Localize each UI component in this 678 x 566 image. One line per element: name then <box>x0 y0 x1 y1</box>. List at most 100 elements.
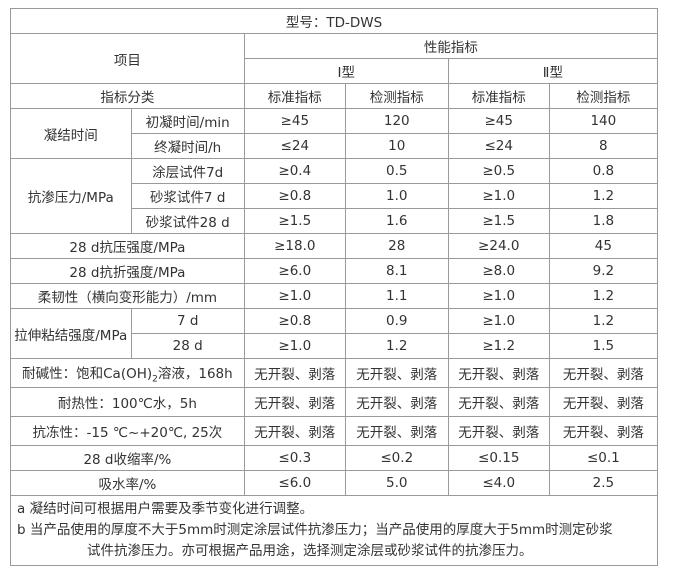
cell: ≥45 <box>447 108 550 134</box>
cell: 无开裂、剥落 <box>344 416 449 446</box>
header-item: 项目 <box>10 33 245 84</box>
cell: ≥0.4 <box>243 158 346 184</box>
cell: 2.5 <box>548 470 659 496</box>
row-label: 耐热性：100℃水，5h <box>10 387 245 417</box>
model-title: 型号：TD-DWS <box>10 8 658 34</box>
header-performance: 性能指标 <box>243 33 659 59</box>
cell: 无开裂、剥落 <box>548 387 659 417</box>
row-label: 28 d抗压强度/MPa <box>10 233 245 259</box>
cell: 0.8 <box>548 158 659 184</box>
alkali-label-post: 溶液，168h <box>157 365 233 382</box>
cell: 120 <box>344 108 449 134</box>
cell: 1.5 <box>548 333 659 359</box>
table-row: 28 d抗折强度/MPa ≥6.0 8.1 ≥8.0 9.2 <box>10 258 659 284</box>
cell: 8 <box>548 133 659 159</box>
cell: ≥18.0 <box>243 233 346 259</box>
cell: ≥24.0 <box>447 233 550 259</box>
table-row: 抗冻性：-15 ℃~+20℃, 25次 无开裂、剥落 无开裂、剥落 无开裂、剥落… <box>10 416 659 446</box>
header-type-2: Ⅱ型 <box>447 58 659 84</box>
row-label: 抗冻性：-15 ℃~+20℃, 25次 <box>10 416 245 446</box>
row-label: 柔韧性（横向变形能力）/mm <box>10 283 245 309</box>
row-label: 28 d抗折强度/MPa <box>10 258 245 284</box>
note-b-line1: b 当产品使用的厚度不大于5mm时测定涂层试件抗渗压力；当产品使用的厚度大于5m… <box>17 522 613 538</box>
cell: 无开裂、剥落 <box>243 387 346 417</box>
header-test-1: 检测指标 <box>344 83 449 109</box>
row-sublabel: 涂层试件7d <box>130 158 245 184</box>
table-row: 耐碱性：饱和Ca(OH)2溶液，168h 无开裂、剥落 无开裂、剥落 无开裂、剥… <box>10 358 659 388</box>
cell: 无开裂、剥落 <box>447 358 550 388</box>
spec-table: 型号：TD-DWS 项目 性能指标 Ⅰ型 Ⅱ型 指标分类 标准指标 检测指标 标… <box>10 8 659 566</box>
cell: ≤0.3 <box>243 445 346 471</box>
cell: 无开裂、剥落 <box>344 387 449 417</box>
cell: ≥1.2 <box>447 333 550 359</box>
cell: 无开裂、剥落 <box>243 358 346 388</box>
cell: ≥1.0 <box>243 283 346 309</box>
cell: 9.2 <box>548 258 659 284</box>
cell: 无开裂、剥落 <box>243 416 346 446</box>
row-label: 耐碱性：饱和Ca(OH)2溶液，168h <box>10 358 245 388</box>
cell: ≥8.0 <box>447 258 550 284</box>
table-row: 终凝时间/h ≤24 10 ≤24 8 <box>11 133 659 159</box>
cell: 0.5 <box>344 158 449 184</box>
row-sublabel: 砂浆试件7 d <box>130 183 245 209</box>
cell: 45 <box>548 233 659 259</box>
cell: ≥1.0 <box>447 283 550 309</box>
cell: 无开裂、剥落 <box>447 387 550 417</box>
cell: 1.1 <box>344 283 449 309</box>
cell: 1.8 <box>548 208 659 234</box>
header-std-1: 标准指标 <box>243 83 346 109</box>
table-row: 28 d收缩率/% ≤0.3 ≤0.2 ≤0.15 ≤0.1 <box>10 445 659 471</box>
cell: 0.9 <box>344 308 449 334</box>
cell: ≥1.0 <box>243 333 346 359</box>
cell: ≥1.0 <box>447 308 550 334</box>
cell: ≤6.0 <box>243 470 346 496</box>
cell: 10 <box>344 133 449 159</box>
note-b-line2: 试件抗渗压力。亦可根据产品用途，选择测定涂层或砂浆试件的抗渗压力。 <box>87 543 533 559</box>
row-sublabel: 7 d <box>130 308 245 334</box>
row-label: 拉伸粘结强度/MPa <box>10 308 132 359</box>
row-label: 抗渗压力/MPa <box>10 158 132 234</box>
alkali-label-pre: 耐碱性：饱和Ca(OH) <box>22 365 153 382</box>
cell: ≤0.1 <box>548 445 659 471</box>
row-label: 28 d收缩率/% <box>10 445 245 471</box>
header-test-2: 检测指标 <box>548 83 659 109</box>
cell: ≤24 <box>243 133 346 159</box>
table-row: 柔韧性（横向变形能力）/mm ≥1.0 1.1 ≥1.0 1.2 <box>10 283 659 309</box>
cell: 无开裂、剥落 <box>548 416 659 446</box>
table-row: 28 d抗压强度/MPa ≥18.0 28 ≥24.0 45 <box>10 233 659 259</box>
cell: ≥0.8 <box>243 308 346 334</box>
table-row: 凝结时间 初凝时间/min ≥45 120 ≥45 140 <box>10 108 659 159</box>
note-a: a 凝结时间可根据用户需要及季节变化进行调整。 <box>17 501 314 517</box>
cell: ≥0.5 <box>447 158 550 184</box>
cell: ≤24 <box>447 133 550 159</box>
cell: 1.0 <box>344 183 449 209</box>
table-row: 吸水率/% ≤6.0 5.0 ≤4.0 2.5 <box>10 470 659 496</box>
table-row: 28 d ≥1.0 1.2 ≥1.2 1.5 <box>11 333 659 359</box>
cell: ≥6.0 <box>243 258 346 284</box>
cell: 1.2 <box>548 183 659 209</box>
header-category: 指标分类 <box>10 83 245 109</box>
cell: 8.1 <box>344 258 449 284</box>
table-row: 砂浆试件7 d ≥0.8 1.0 ≥1.0 1.2 <box>11 183 659 209</box>
cell: 1.2 <box>548 308 659 334</box>
row-sublabel: 初凝时间/min <box>130 108 245 134</box>
cell: 无开裂、剥落 <box>344 358 449 388</box>
cell: 140 <box>548 108 659 134</box>
table-row: 耐热性：100℃水，5h 无开裂、剥落 无开裂、剥落 无开裂、剥落 无开裂、剥落 <box>10 387 659 417</box>
cell: ≥0.8 <box>243 183 346 209</box>
cell: 1.6 <box>344 208 449 234</box>
row-label: 凝结时间 <box>10 108 132 159</box>
cell: 1.2 <box>548 283 659 309</box>
header-type-1: Ⅰ型 <box>243 58 449 84</box>
cell: ≤4.0 <box>447 470 550 496</box>
row-sublabel: 终凝时间/h <box>130 133 245 159</box>
row-sublabel: 砂浆试件28 d <box>130 208 245 234</box>
cell: ≤0.2 <box>344 445 449 471</box>
cell: ≤0.15 <box>447 445 550 471</box>
cell: 无开裂、剥落 <box>548 358 659 388</box>
header-std-2: 标准指标 <box>447 83 550 109</box>
row-label: 吸水率/% <box>10 470 245 496</box>
table-row: 抗渗压力/MPa 涂层试件7d ≥0.4 0.5 ≥0.5 0.8 <box>10 158 659 234</box>
cell: 无开裂、剥落 <box>447 416 550 446</box>
cell: 5.0 <box>344 470 449 496</box>
